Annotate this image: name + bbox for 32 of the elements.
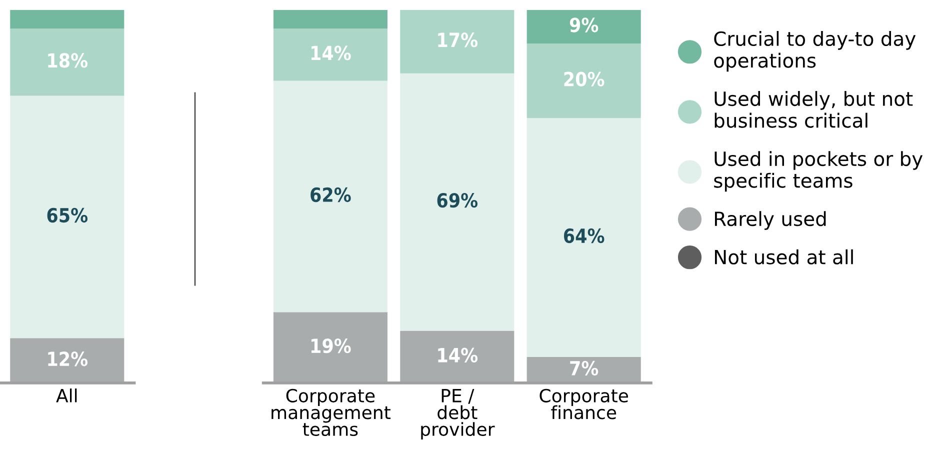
- bar: [526, 10, 641, 44]
- bar: [273, 80, 388, 312]
- legend-label: Rarely used: [714, 211, 826, 230]
- x-tick-label: Corporate finance: [540, 388, 628, 420]
- bar: [10, 28, 124, 96]
- legend-label: Crucial to day-to day operations: [714, 31, 916, 72]
- data-label: 19%: [311, 338, 351, 354]
- data-label: 18%: [48, 53, 88, 68]
- data-label: 65%: [47, 208, 88, 223]
- legend-label: Not used at all: [714, 249, 853, 264]
- data-label: 62%: [310, 187, 351, 202]
- bar: [273, 28, 388, 81]
- bar: [400, 73, 514, 331]
- data-label: 20%: [564, 72, 604, 86]
- data-label: 14%: [311, 46, 351, 60]
- bar: [526, 43, 641, 118]
- x-tick-label: Corporate management teams: [272, 388, 390, 436]
- data-label: 64%: [564, 228, 604, 244]
- bar: [400, 10, 514, 74]
- bar: [273, 10, 388, 29]
- data-label: 14%: [438, 348, 478, 362]
- data-label: 9%: [570, 18, 598, 32]
- data-label: 69%: [437, 192, 478, 208]
- legend-label: Used widely, but not business critical: [714, 91, 913, 128]
- legend-label: Used in pockets or by specific teams: [714, 151, 923, 192]
- data-label: 7%: [570, 360, 598, 376]
- data-label: 17%: [438, 32, 478, 48]
- bar: [526, 118, 641, 357]
- x-tick-label: PE / debt provider: [421, 389, 495, 440]
- bar: [10, 10, 124, 29]
- data-label: 12%: [48, 352, 88, 366]
- x-tick-label: All: [56, 388, 77, 402]
